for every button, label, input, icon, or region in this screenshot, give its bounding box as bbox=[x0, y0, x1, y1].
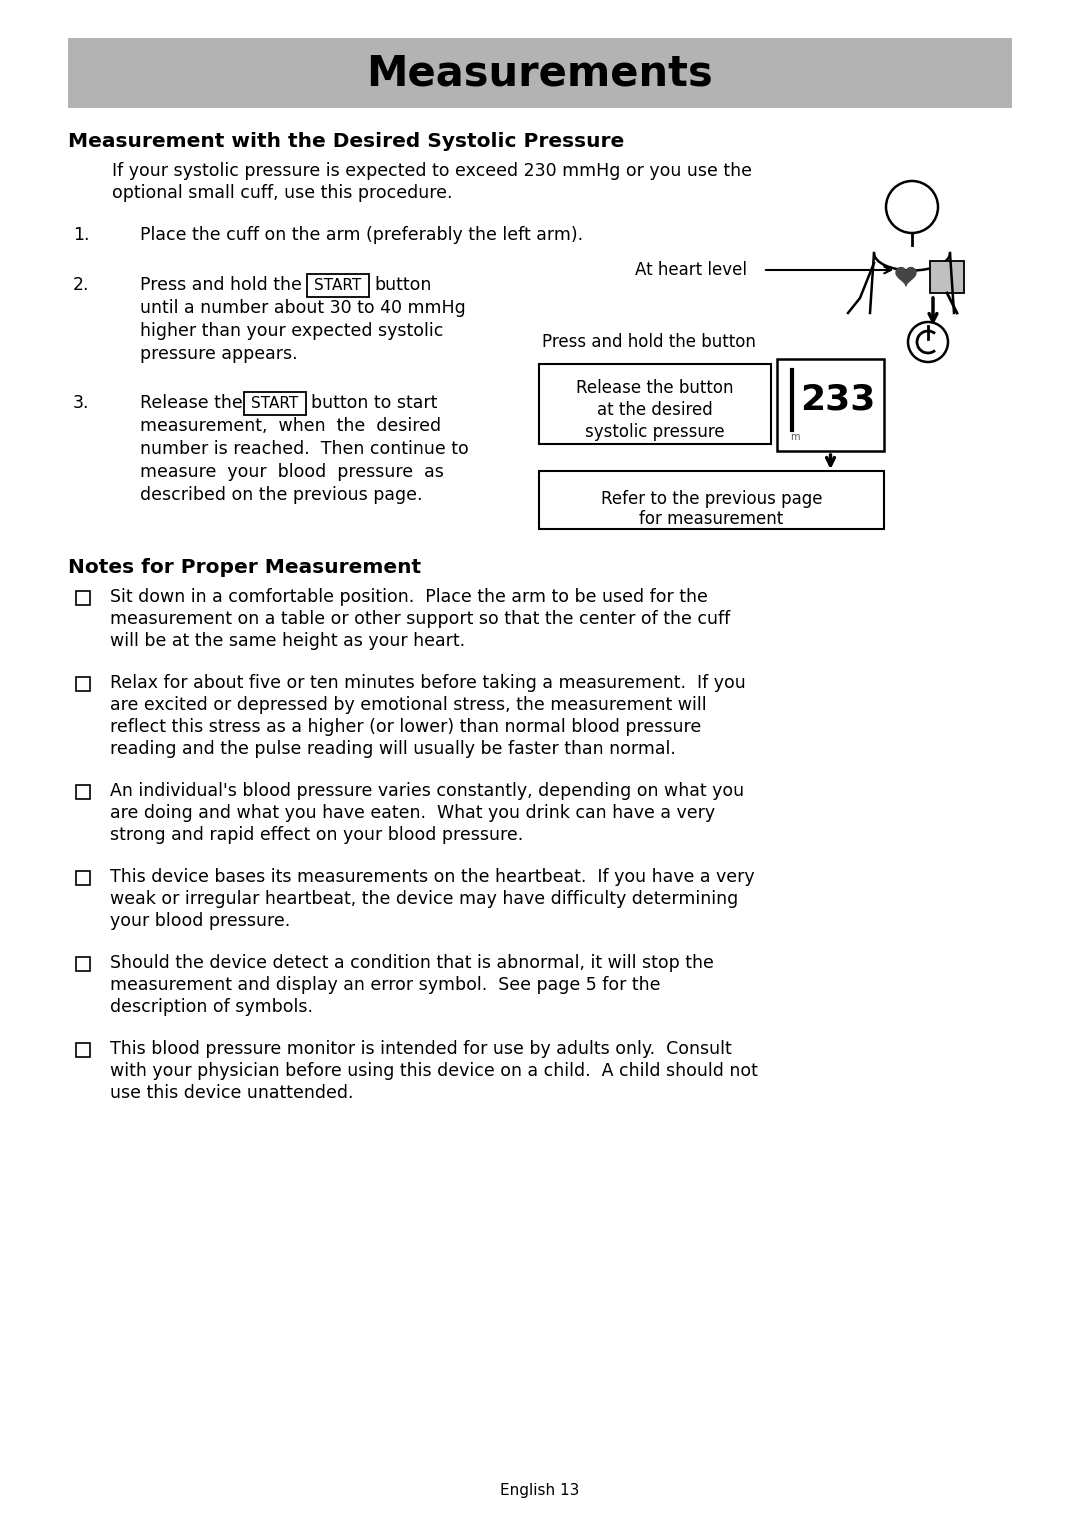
Text: m: m bbox=[789, 432, 799, 441]
Polygon shape bbox=[896, 267, 916, 286]
FancyBboxPatch shape bbox=[76, 957, 90, 971]
Text: Place the cuff on the arm (preferably the left arm).: Place the cuff on the arm (preferably th… bbox=[140, 226, 583, 244]
FancyBboxPatch shape bbox=[244, 392, 306, 415]
Text: measure  your  blood  pressure  as: measure your blood pressure as bbox=[140, 463, 444, 481]
Text: Press and hold the button: Press and hold the button bbox=[542, 333, 756, 351]
Text: reflect this stress as a higher (or lower) than normal blood pressure: reflect this stress as a higher (or lowe… bbox=[110, 718, 701, 736]
Text: number is reached.  Then continue to: number is reached. Then continue to bbox=[140, 440, 469, 458]
FancyBboxPatch shape bbox=[76, 870, 90, 886]
Text: button to start: button to start bbox=[311, 394, 437, 412]
Text: optional small cuff, use this procedure.: optional small cuff, use this procedure. bbox=[112, 183, 453, 202]
Text: Notes for Proper Measurement: Notes for Proper Measurement bbox=[68, 557, 421, 577]
Text: 233: 233 bbox=[800, 383, 876, 417]
Text: Release the: Release the bbox=[140, 394, 254, 412]
FancyBboxPatch shape bbox=[930, 261, 964, 293]
Text: measurement,  when  the  desired: measurement, when the desired bbox=[140, 417, 441, 435]
Text: for measurement: for measurement bbox=[639, 510, 784, 528]
Text: are excited or depressed by emotional stress, the measurement will: are excited or depressed by emotional st… bbox=[110, 696, 706, 715]
Text: At heart level: At heart level bbox=[635, 261, 747, 279]
Text: description of symbols.: description of symbols. bbox=[110, 999, 313, 1015]
Text: measurement and display an error symbol.  See page 5 for the: measurement and display an error symbol.… bbox=[110, 976, 661, 994]
FancyBboxPatch shape bbox=[539, 363, 771, 444]
Text: pressure appears.: pressure appears. bbox=[140, 345, 298, 363]
Text: with your physician before using this device on a child.  A child should not: with your physician before using this de… bbox=[110, 1061, 758, 1080]
Text: Release the button: Release the button bbox=[577, 379, 733, 397]
Text: described on the previous page.: described on the previous page. bbox=[140, 486, 422, 504]
Text: START: START bbox=[314, 278, 362, 293]
FancyBboxPatch shape bbox=[68, 38, 1012, 108]
FancyBboxPatch shape bbox=[76, 1043, 90, 1057]
Text: higher than your expected systolic: higher than your expected systolic bbox=[140, 322, 444, 341]
Text: START: START bbox=[252, 395, 299, 411]
Text: your blood pressure.: your blood pressure. bbox=[110, 912, 291, 930]
FancyBboxPatch shape bbox=[76, 591, 90, 605]
Text: will be at the same height as your heart.: will be at the same height as your heart… bbox=[110, 632, 465, 651]
FancyBboxPatch shape bbox=[76, 676, 90, 692]
Text: This blood pressure monitor is intended for use by adults only.  Consult: This blood pressure monitor is intended … bbox=[110, 1040, 732, 1058]
Text: Measurements: Measurements bbox=[366, 52, 714, 95]
Text: button: button bbox=[374, 276, 431, 295]
FancyBboxPatch shape bbox=[307, 273, 369, 296]
Text: If your systolic pressure is expected to exceed 230 mmHg or you use the: If your systolic pressure is expected to… bbox=[112, 162, 752, 180]
Text: This device bases its measurements on the heartbeat.  If you have a very: This device bases its measurements on th… bbox=[110, 867, 755, 886]
Text: Relax for about five or ten minutes before taking a measurement.  If you: Relax for about five or ten minutes befo… bbox=[110, 673, 746, 692]
Text: Measurement with the Desired Systolic Pressure: Measurement with the Desired Systolic Pr… bbox=[68, 131, 624, 151]
Text: are doing and what you have eaten.  What you drink can have a very: are doing and what you have eaten. What … bbox=[110, 805, 715, 822]
FancyBboxPatch shape bbox=[76, 785, 90, 799]
Text: 2.: 2. bbox=[73, 276, 90, 295]
Text: Refer to the previous page: Refer to the previous page bbox=[600, 490, 822, 508]
Text: Sit down in a comfortable position.  Place the arm to be used for the: Sit down in a comfortable position. Plac… bbox=[110, 588, 707, 606]
FancyBboxPatch shape bbox=[777, 359, 885, 450]
Text: 1.: 1. bbox=[73, 226, 90, 244]
Text: until a number about 30 to 40 mmHg: until a number about 30 to 40 mmHg bbox=[140, 299, 465, 318]
Text: English 13: English 13 bbox=[500, 1483, 580, 1498]
Text: strong and rapid effect on your blood pressure.: strong and rapid effect on your blood pr… bbox=[110, 826, 523, 844]
Text: systolic pressure: systolic pressure bbox=[585, 423, 725, 441]
FancyBboxPatch shape bbox=[539, 470, 885, 528]
Text: Press and hold the: Press and hold the bbox=[140, 276, 313, 295]
Text: use this device unattended.: use this device unattended. bbox=[110, 1084, 353, 1102]
Text: 3.: 3. bbox=[73, 394, 90, 412]
Text: reading and the pulse reading will usually be faster than normal.: reading and the pulse reading will usual… bbox=[110, 741, 676, 757]
Text: An individual's blood pressure varies constantly, depending on what you: An individual's blood pressure varies co… bbox=[110, 782, 744, 800]
Text: Should the device detect a condition that is abnormal, it will stop the: Should the device detect a condition tha… bbox=[110, 954, 714, 973]
Text: measurement on a table or other support so that the center of the cuff: measurement on a table or other support … bbox=[110, 609, 730, 628]
Text: at the desired: at the desired bbox=[597, 402, 713, 418]
Text: weak or irregular heartbeat, the device may have difficulty determining: weak or irregular heartbeat, the device … bbox=[110, 890, 739, 909]
